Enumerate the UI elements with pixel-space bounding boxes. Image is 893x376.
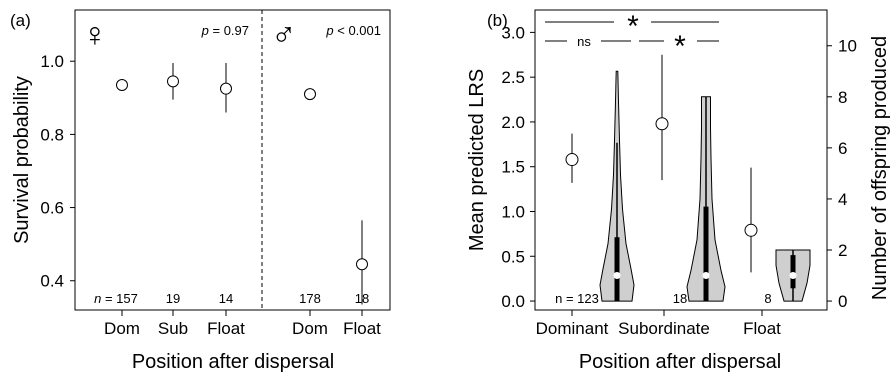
a-y-tick-label: 0.6: [40, 199, 64, 218]
a-sample-size: 19: [166, 291, 180, 306]
b-y2-tick-label: 8: [838, 88, 847, 107]
b-x-tick-label: Subordinate: [618, 319, 710, 338]
a-data-point: [167, 75, 179, 88]
comparison-label: *: [627, 10, 639, 43]
panel-a-frame: [74, 9, 391, 311]
a-data-point: [304, 88, 316, 101]
panel-a-label: (a): [10, 11, 31, 30]
a-x-tick-label: Dom: [292, 319, 328, 338]
a-sample-size: n = 157: [94, 291, 138, 306]
panel-a-y-ticks: 0.4 0.6 0.8 1.0: [40, 52, 75, 291]
violin-median: [613, 272, 621, 280]
a-sample-size: 18: [355, 291, 369, 306]
a-data-point: [116, 79, 128, 91]
female-symbol: ♀: [82, 16, 108, 54]
a-data-point: [220, 82, 232, 95]
a-data-point: [356, 258, 368, 271]
panel-b-sample-sizes: n = 123 18 8: [555, 291, 771, 306]
b-y2-tick-label: 4: [838, 190, 847, 209]
a-x-tick-label: Float: [207, 319, 245, 338]
panel-b-x-label: Position after dispersal: [579, 351, 781, 373]
a-y-tick-label: 0.8: [40, 125, 64, 144]
panel-a-y-label: Survival probability: [11, 76, 33, 244]
a-y-tick-label: 0.4: [40, 272, 64, 291]
a-y-tick-label: 1.0: [40, 52, 64, 71]
b-y-tick-label: 3.0: [501, 23, 525, 42]
b-sample-size: n = 123: [555, 291, 599, 306]
b-y-tick-label: 0.0: [501, 292, 525, 311]
b-sample-size: 8: [764, 291, 771, 306]
male-symbol: ♂: [271, 16, 297, 54]
panel-a: (a) ♀ ♂ p = 0.97 p < 0.001 Survival prob…: [10, 9, 391, 373]
comparison-label: *: [674, 30, 686, 63]
violin-median: [702, 272, 710, 280]
female-p-value: p = 0.97: [201, 23, 249, 38]
panel-b-label: (b): [487, 11, 508, 30]
a-x-tick-label: Sub: [158, 319, 188, 338]
male-p-value: p < 0.001: [325, 23, 381, 38]
panel-a-x-ticks: Dom Sub Float Dom Float: [104, 310, 381, 338]
b-y2-tick-label: 10: [838, 37, 857, 56]
b-data-point: [655, 117, 669, 131]
panel-b-y-ticks: 0.0 0.5 1.0 1.5 2.0 2.5 3.0: [501, 23, 535, 311]
panel-b-y2-ticks: 0 2 4 6 8 10: [827, 37, 857, 311]
panel-b-comparisons: * ns *: [545, 10, 719, 63]
panel-b-y-label: Mean predicted LRS: [466, 69, 488, 251]
panel-a-points: [116, 63, 368, 305]
b-sample-size: 18: [673, 291, 687, 306]
b-y-tick-label: 1.5: [501, 158, 525, 177]
a-x-tick-label: Dom: [104, 319, 140, 338]
a-x-tick-label: Float: [343, 319, 381, 338]
panel-b: (b) Mean predicted LRS Number of offspri…: [466, 9, 891, 373]
b-y-tick-label: 0.5: [501, 247, 525, 266]
panel-a-x-label: Position after dispersal: [132, 351, 334, 373]
b-x-tick-label: Float: [743, 319, 781, 338]
b-y-tick-label: 1.0: [501, 202, 525, 221]
b-y2-tick-label: 0: [838, 292, 847, 311]
panel-b-y2-label: Number of offspring produced: [869, 36, 891, 300]
a-sample-size: 178: [299, 291, 321, 306]
violin-median: [789, 272, 797, 280]
b-y2-tick-label: 2: [838, 241, 847, 260]
a-sample-size: 14: [219, 291, 233, 306]
b-data-point: [744, 223, 758, 237]
b-x-tick-label: Dominant: [536, 319, 609, 338]
b-data-point: [565, 153, 579, 167]
b-y-tick-label: 2.0: [501, 113, 525, 132]
b-y-tick-label: 2.5: [501, 68, 525, 87]
panel-b-violins: [599, 70, 811, 302]
panel-a-sample-sizes: n = 157 19 14 178 18: [94, 291, 369, 306]
b-y2-tick-label: 6: [838, 139, 847, 158]
panel-b-points: [565, 54, 758, 273]
panel-b-frame: [534, 9, 828, 311]
comparison-label: ns: [577, 34, 591, 49]
panel-b-x-ticks: Dominant Subordinate Float: [536, 310, 781, 338]
